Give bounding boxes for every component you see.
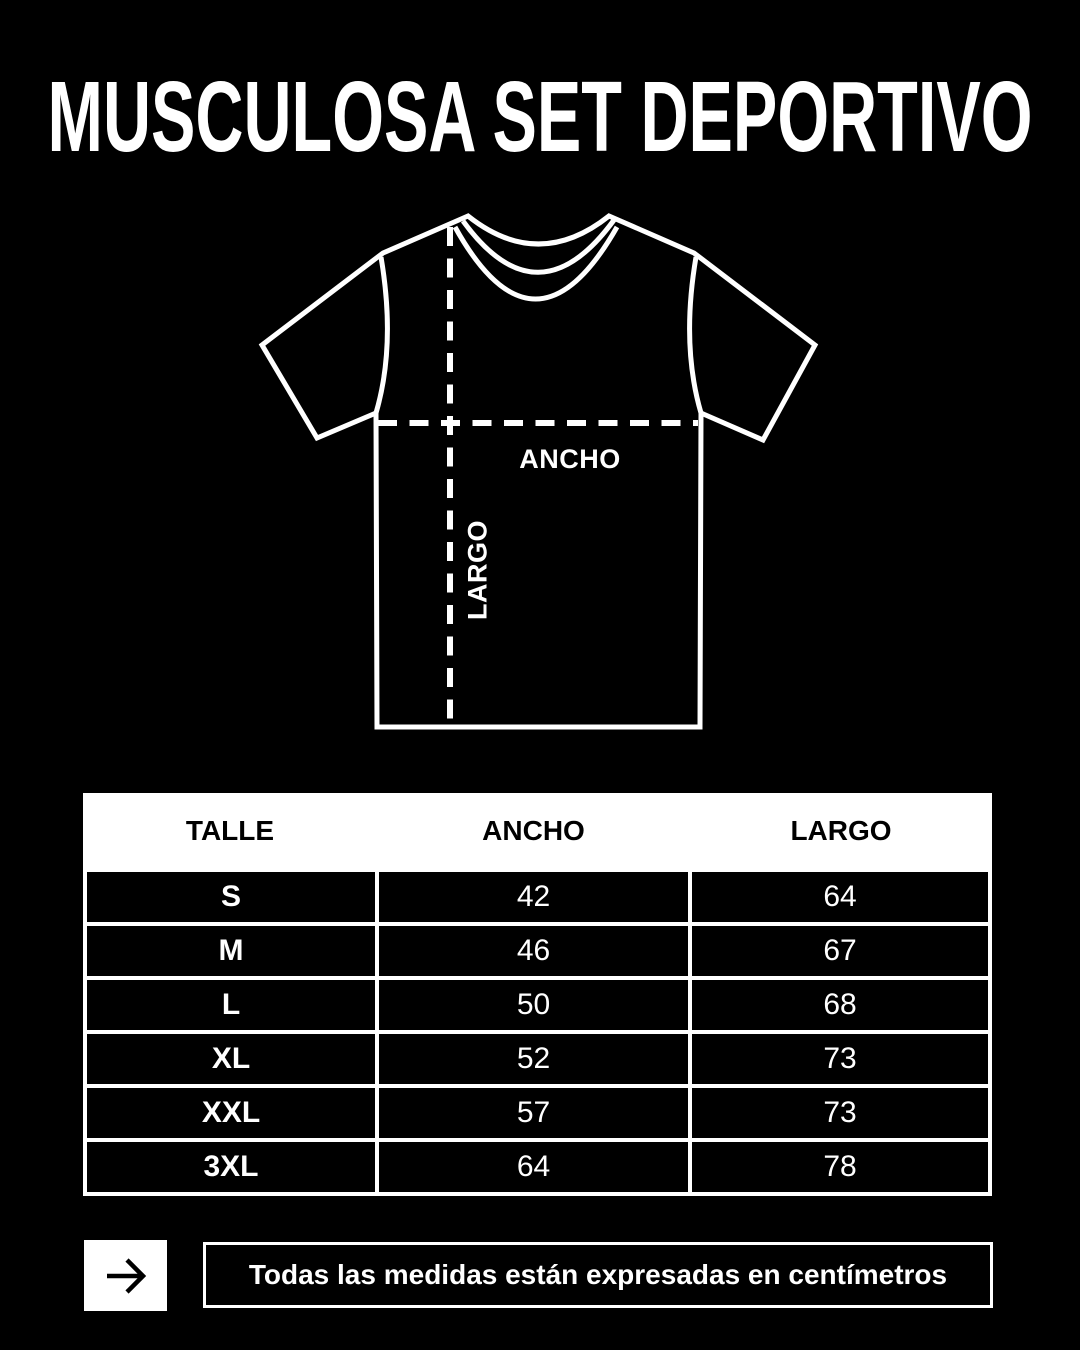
right-armhole-seam xyxy=(687,256,704,414)
page-title: MUSCULOSA SET DEPORTIVO xyxy=(48,61,1033,170)
column-header-talle: TALLE xyxy=(185,814,275,846)
left-armhole-seam xyxy=(373,256,390,414)
table-cell-talle: S xyxy=(87,872,375,922)
table-cell-talle: XXL xyxy=(87,1088,375,1138)
table-cell-largo: 78 xyxy=(692,1142,988,1192)
table-cell-ancho: 52 xyxy=(379,1034,688,1084)
table-cell-largo: 73 xyxy=(692,1088,988,1138)
collar-outer-line xyxy=(452,225,620,302)
table-cell-ancho: 46 xyxy=(379,926,688,976)
right-arrow-icon xyxy=(106,1257,146,1294)
table-cell-largo: 67 xyxy=(692,926,988,976)
column-header-largo: LARGO xyxy=(790,814,892,846)
table-cell-talle: 3XL xyxy=(87,1142,375,1192)
measurement-note-box: Todas las medidas están expresadas en ce… xyxy=(203,1242,993,1308)
next-arrow-button[interactable] xyxy=(84,1240,167,1311)
size-table: TALLE ANCHO LARGO S 42 64 M 46 67 L 50 6… xyxy=(83,793,992,1196)
size-table-header-row: TALLE ANCHO LARGO xyxy=(83,793,992,868)
table-cell-talle: M xyxy=(87,926,375,976)
table-cell-ancho: 64 xyxy=(379,1142,688,1192)
table-cell-ancho: 57 xyxy=(379,1088,688,1138)
table-cell-ancho: 50 xyxy=(379,980,688,1030)
measurement-note-text: Todas las medidas están expresadas en ce… xyxy=(248,1259,948,1290)
table-cell-largo: 68 xyxy=(692,980,988,1030)
length-measure-label: LARGO xyxy=(462,520,493,620)
title-banner: MUSCULOSA SET DEPORTIVO xyxy=(48,61,1033,170)
table-cell-talle: XL xyxy=(87,1034,375,1084)
table-cell-largo: 73 xyxy=(692,1034,988,1084)
table-cell-largo: 64 xyxy=(692,872,988,922)
column-header-ancho: ANCHO xyxy=(482,814,585,846)
collar-inner-line xyxy=(460,218,617,275)
tshirt-diagram xyxy=(258,213,819,730)
shirt-outline xyxy=(258,213,819,730)
table-cell-talle: L xyxy=(87,980,375,1030)
width-measure-label: ANCHO xyxy=(519,444,621,474)
table-cell-ancho: 42 xyxy=(379,872,688,922)
size-table-body: S 42 64 M 46 67 L 50 68 XL 52 73 XXL 57 … xyxy=(83,868,992,1196)
